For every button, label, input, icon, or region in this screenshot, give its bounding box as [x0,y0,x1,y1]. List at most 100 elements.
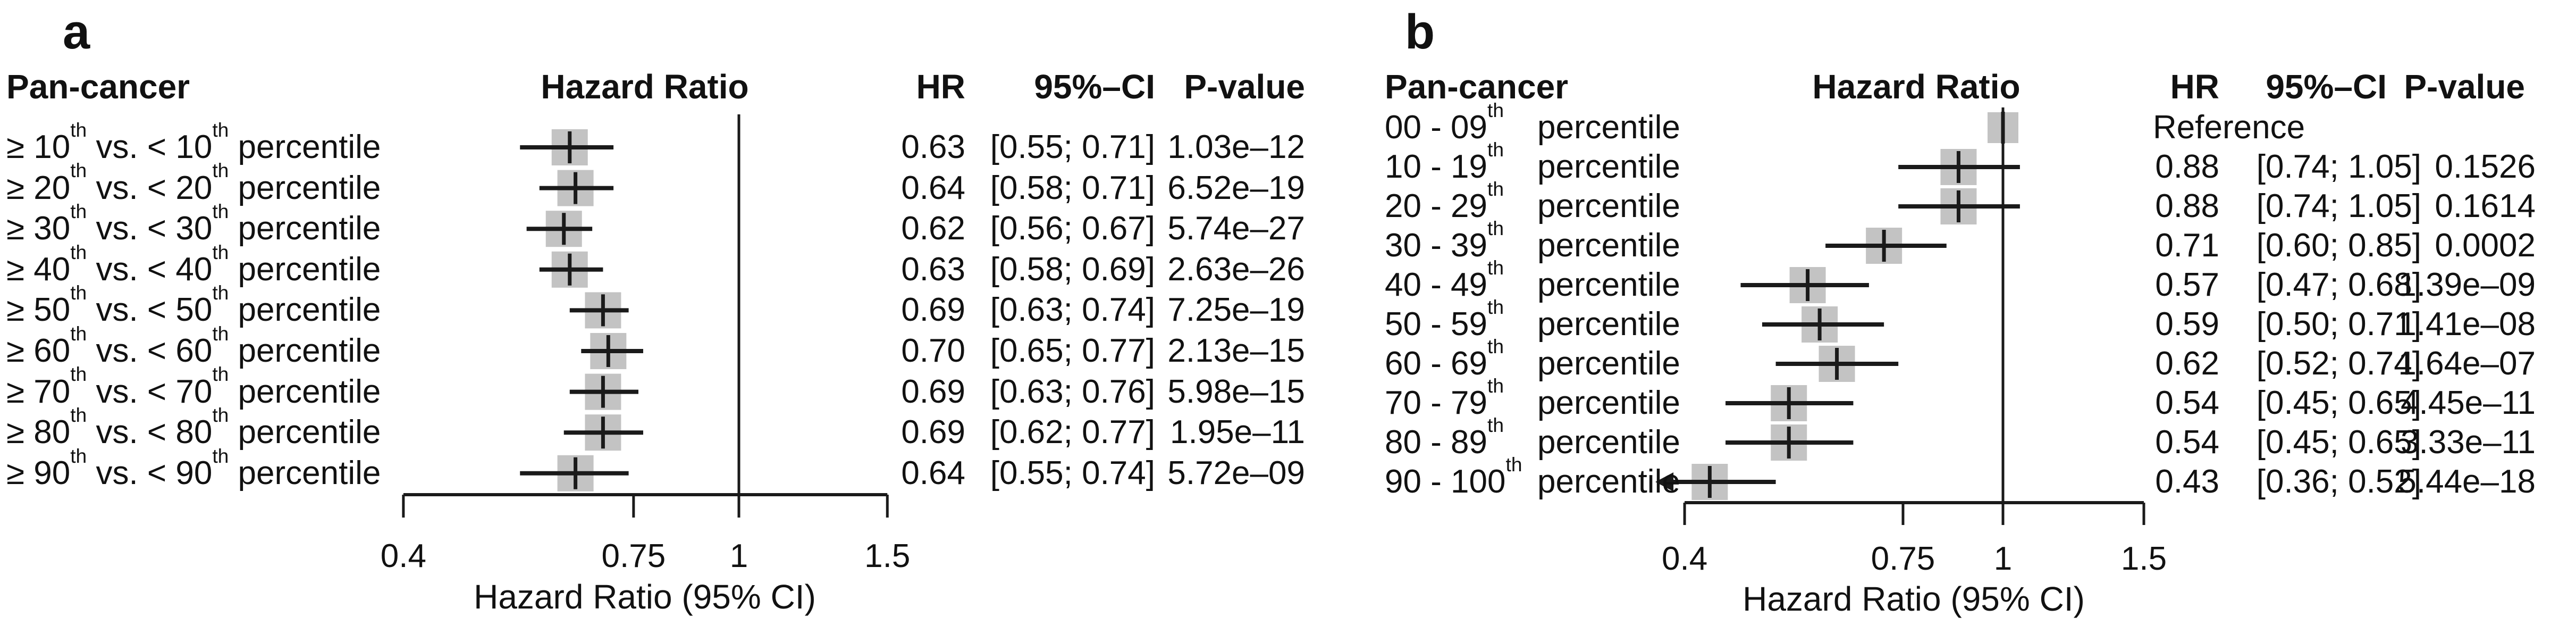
row-range-word: percentile [1537,385,1680,421]
p-value: 2.13e–15 [1167,332,1305,369]
hr-value: 0.63 [901,129,965,165]
row-label: ≥ 70th vs. < 70th percentile [6,363,381,410]
ci-value: [0.63; 0.74] [990,291,1155,329]
ci-value: [0.56; 0.67] [990,210,1155,247]
hr-value: 0.71 [2155,227,2219,264]
hr-value: 0.69 [901,414,965,451]
row-range-word: percentile [1537,227,1680,264]
panel-b-ci-column-header: 95%–CI [2266,68,2387,106]
row-range-word: percentile [1537,345,1680,382]
row-label: ≥ 50th vs. < 50th percentile [6,281,381,329]
p-value: 4.45e–11 [2401,385,2536,421]
axis-tick-label: 0.75 [1871,540,1935,577]
row-label: ≥ 60th vs. < 60th percentile [6,322,381,369]
row-range-word: percentile [1537,463,1680,500]
panel-b-plot-header: Hazard Ratio [1812,68,2021,106]
row-label: ≥ 20th vs. < 20th percentile [6,159,381,206]
row-range-word: percentile [1537,266,1680,303]
row-range-word: percentile [1537,424,1680,461]
row-range-word: percentile [1537,148,1680,185]
ci-value: [0.58; 0.69] [990,251,1155,288]
panel-a-ci-column-header: 95%–CI [1034,68,1155,106]
p-value: 0.1614 [2435,188,2536,224]
row-range-label: 50 - 59th [1385,295,1504,343]
hr-value: 0.64 [901,169,965,206]
p-value: 6.52e–19 [1167,169,1305,206]
row-range-label: 90 - 100th [1385,453,1522,500]
hr-value: 0.54 [2155,424,2219,461]
row-label: ≥ 80th vs. < 80th percentile [6,403,381,451]
row-range-label: 20 - 29th [1385,177,1504,224]
ci-value: [0.60; 0.85] [2256,227,2421,264]
row-range-word: percentile [1537,188,1680,224]
hr-value: 0.59 [2155,306,2219,343]
hr-value: 0.57 [2155,266,2219,303]
panel-b-group-header: Pan-cancer [1385,68,1569,106]
panel-b-hr-column-header: HR [2170,68,2219,106]
row-label: ≥ 30th vs. < 30th percentile [6,199,381,247]
row-range-label: 00 - 09th [1385,98,1504,146]
p-value: 2.63e–26 [1167,251,1305,288]
panel-b-axis-title: Hazard Ratio (95% CI) [1742,580,2085,618]
axis-tick-label: 0.4 [1661,540,1708,577]
hr-value: 0.69 [901,373,965,410]
hr-value: 0.69 [901,291,965,329]
axis-tick-label: 0.4 [380,538,426,574]
ci-value: [0.47; 0.68] [2256,266,2421,303]
p-value: 3.33e–11 [2401,424,2536,461]
hr-value: Reference [2153,109,2305,146]
hr-value: 0.62 [901,210,965,247]
ci-value: [0.63; 0.76] [990,373,1155,410]
ci-value: [0.65; 0.77] [990,332,1155,369]
ci-value: [0.58; 0.71] [990,169,1155,206]
axis-tick-label: 1.5 [864,538,911,574]
p-value: 1.64e–07 [2398,345,2536,382]
p-value: 1.03e–12 [1167,129,1305,165]
axis-tick-label: 1.5 [2120,540,2167,577]
panel-a-group-header: Pan-cancer [6,68,190,106]
ci-value: [0.52; 0.74] [2256,345,2421,382]
ci-value: [0.36; 0.52] [2256,463,2421,500]
hr-value: 0.64 [901,454,965,491]
hr-value: 0.43 [2155,463,2219,500]
p-value: 5.72e–09 [1167,454,1305,491]
p-value: 0.1526 [2435,148,2536,185]
hr-value: 0.88 [2155,148,2219,185]
hr-value: 0.54 [2155,385,2219,421]
panel-a-hr-column-header: HR [916,68,965,106]
p-value: 1.95e–11 [1170,414,1305,451]
ci-value: [0.50; 0.71] [2256,306,2421,343]
panel-a-plot-header: Hazard Ratio [541,68,749,106]
p-value: 5.74e–27 [1167,210,1305,247]
p-value: 5.44e–18 [2398,463,2536,500]
row-label: ≥ 90th vs. < 90th percentile [6,444,381,491]
row-range-word: percentile [1537,306,1680,343]
ci-value: [0.45; 0.65] [2256,385,2421,421]
p-value: 0.0002 [2435,227,2536,264]
axis-tick-label: 1 [1993,540,2013,577]
hr-value: 0.70 [901,332,965,369]
hr-value: 0.63 [901,251,965,288]
row-label: ≥ 10th vs. < 10th percentile [6,118,381,165]
row-range-label: 60 - 69th [1385,335,1504,382]
axis-tick-label: 1 [729,538,748,574]
axis-tick-label: 0.75 [601,538,666,574]
row-range-word: percentile [1537,109,1680,146]
ci-clip-arrow [1655,472,1674,491]
p-value: 1.41e–08 [2398,306,2536,343]
p-value: 7.25e–19 [1167,291,1305,329]
row-range-label: 80 - 89th [1385,413,1504,461]
hr-value: 0.88 [2155,188,2219,224]
panel-b-pvalue-column-header: P-value [2404,68,2525,106]
panel-b-label: b [1405,5,1435,59]
ci-value: [0.45; 0.65] [2256,424,2421,461]
row-range-label: 70 - 79th [1385,374,1504,421]
ci-value: [0.55; 0.74] [990,454,1155,491]
row-range-label: 40 - 49th [1385,256,1504,303]
ci-value: [0.74; 1.05] [2256,148,2421,185]
row-range-label: 30 - 39th [1385,216,1504,264]
row-range-label: 10 - 19th [1385,138,1504,185]
ci-value: [0.55; 0.71] [990,129,1155,165]
